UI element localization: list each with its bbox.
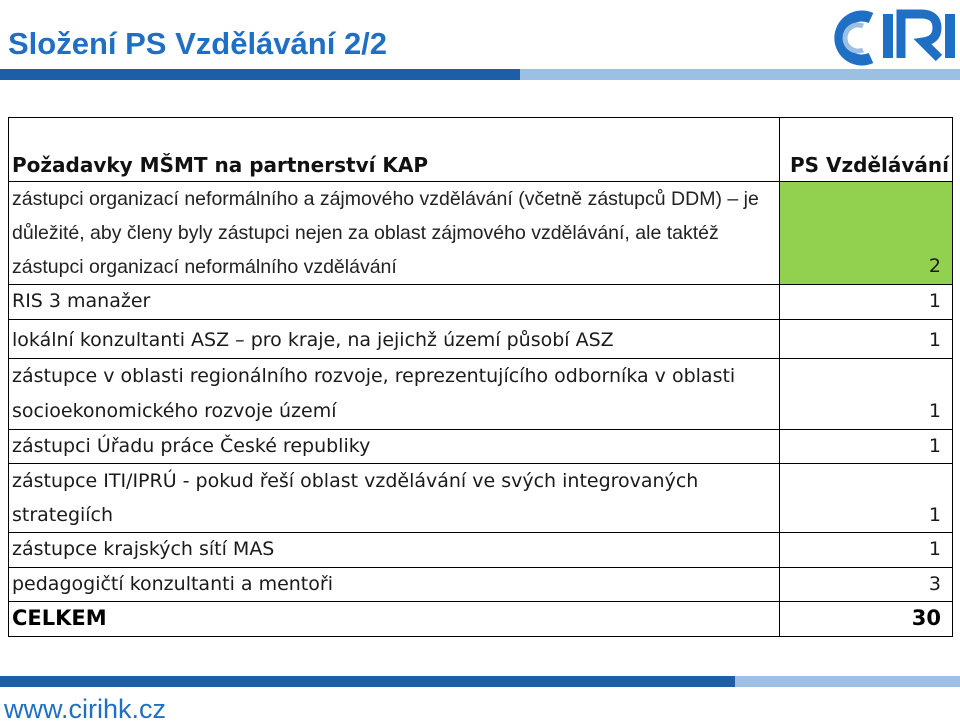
row-value-cell: 1: [779, 357, 953, 430]
table-row: zástupce krajských sítí MAS 1: [8, 532, 953, 568]
row-label-cell: zástupci Úřadu práce České republiky: [8, 428, 780, 465]
row-value-cell: 1: [779, 532, 953, 568]
ciri-logo: [834, 9, 955, 66]
requirements-table: Požadavky MŠMT na partnerství KAP PS Vzd…: [8, 117, 953, 637]
row-label-cell: zástupce ITI/IPRÚ - pokud řeší oblast vz…: [8, 463, 780, 534]
row-value-cell: 1: [779, 318, 953, 359]
table-row: lokální konzultanti ASZ – pro kraje, na …: [8, 318, 953, 359]
row-label-cell: RIS 3 manažer: [8, 284, 780, 320]
header-value-cell: PS Vzdělávání: [779, 117, 953, 182]
row-label-cell: zástupci organizací neformálního a zájmo…: [8, 181, 780, 285]
row-label-cell: zástupce krajských sítí MAS: [8, 532, 780, 568]
table-total-row: CELKEM 30: [8, 601, 953, 637]
row-value-cell: 1: [779, 284, 953, 320]
header-accent-bar: [0, 69, 960, 80]
table-row: zástupci Úřadu práce České republiky 1: [8, 428, 953, 465]
page-title: Složení PS Vzdělávání 2/2: [8, 26, 388, 61]
header-label-cell: Požadavky MŠMT na partnerství KAP: [8, 117, 780, 182]
table-row: zástupci organizací neformálního a zájmo…: [8, 181, 953, 285]
table-row: zástupce v oblasti regionálního rozvoje,…: [8, 357, 953, 430]
footer-accent-bar: [0, 676, 960, 687]
row-label-cell: zástupce v oblasti regionálního rozvoje,…: [8, 357, 780, 430]
table-header-row: Požadavky MŠMT na partnerství KAP PS Vzd…: [8, 117, 953, 182]
row-value-cell: 1: [779, 463, 953, 534]
row-value-cell: 2: [779, 181, 953, 285]
row-label-cell: pedagogičtí konzultanti a mentoři: [8, 566, 780, 603]
table-row: pedagogičtí konzultanti a mentoři 3: [8, 566, 953, 603]
table-row: RIS 3 manažer 1: [8, 284, 953, 320]
table-row: zástupce ITI/IPRÚ - pokud řeší oblast vz…: [8, 463, 953, 534]
row-label-cell: lokální konzultanti ASZ – pro kraje, na …: [8, 318, 780, 359]
total-label-cell: CELKEM: [8, 601, 780, 637]
footer-url: www.cirihk.cz: [4, 694, 167, 724]
row-value-cell: 1: [779, 428, 953, 465]
row-value-cell: 3: [779, 566, 953, 603]
total-value-cell: 30: [779, 601, 953, 637]
